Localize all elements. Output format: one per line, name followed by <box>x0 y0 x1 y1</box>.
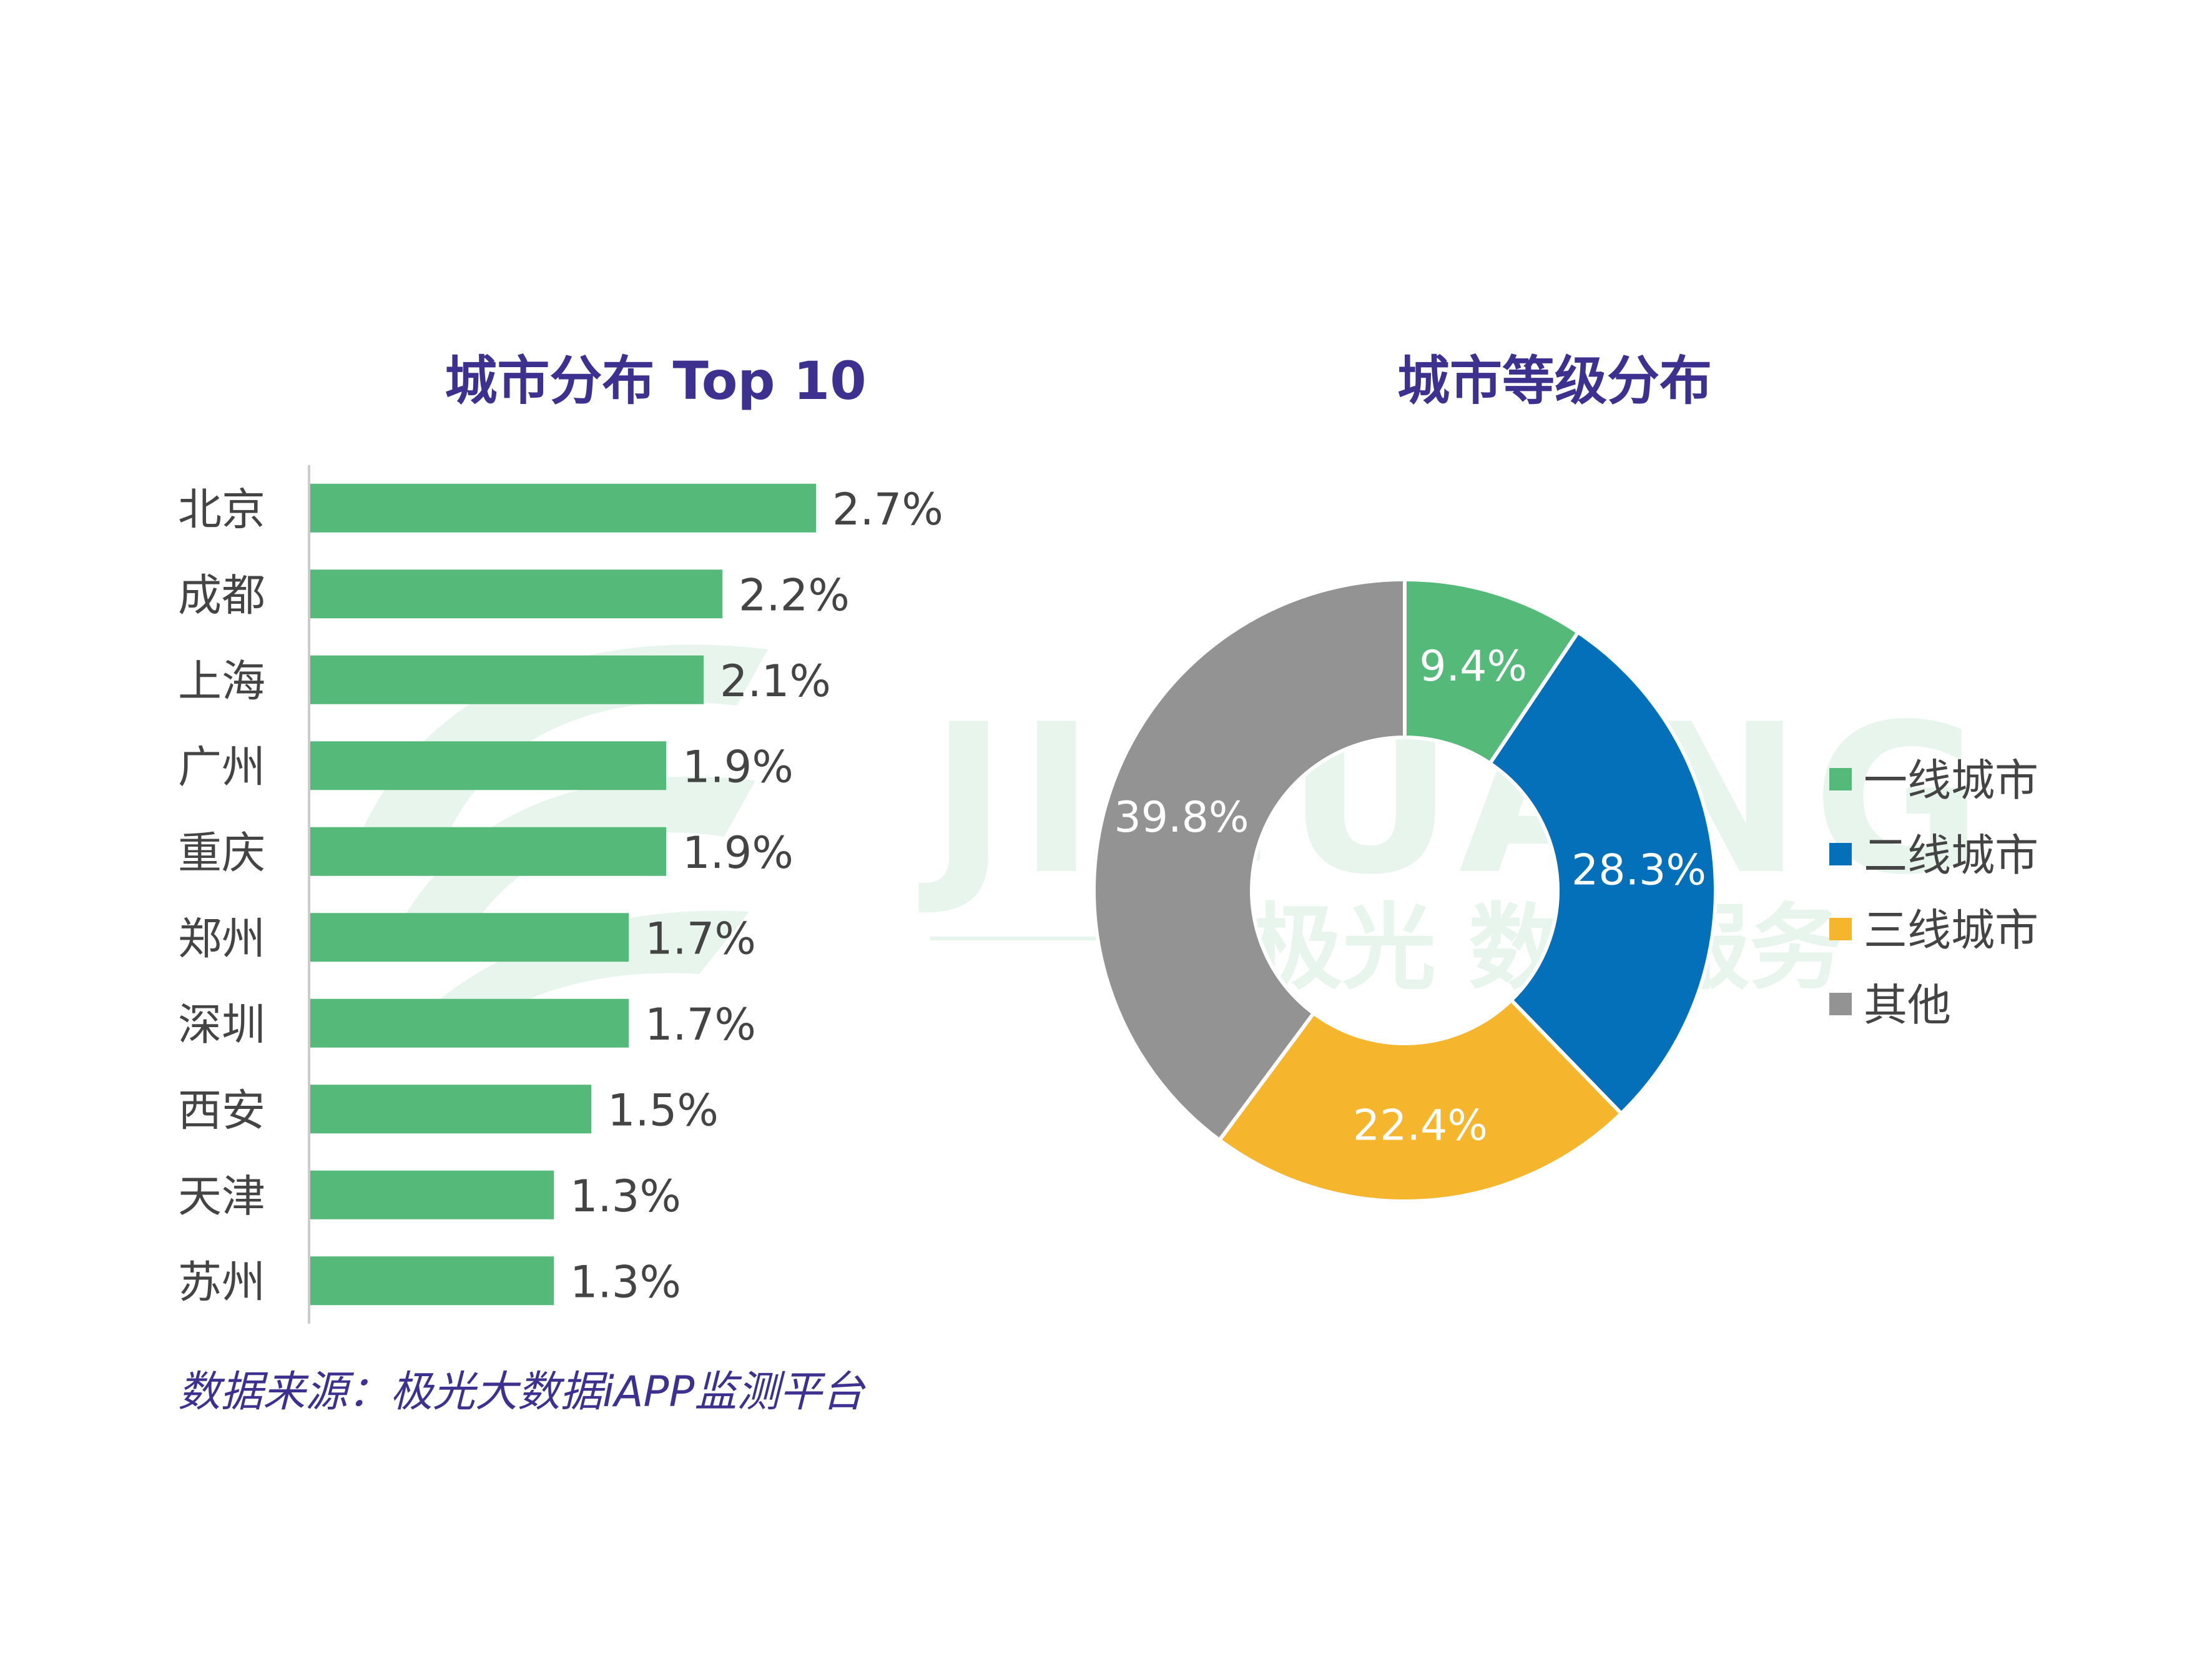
category-label: 西安 <box>178 1085 265 1136</box>
legend-label: 二线城市 <box>1864 830 2038 881</box>
slice-value-label: 22.4% <box>1353 1101 1488 1151</box>
slice-value-label: 39.8% <box>1114 793 1249 842</box>
bar-西安 <box>310 1085 591 1134</box>
legend-swatch <box>1829 768 1852 790</box>
legend-swatch <box>1829 918 1852 940</box>
bar-value-label: 2.7% <box>832 484 943 535</box>
bar-天津 <box>310 1170 554 1219</box>
donut-slice-二线城市 <box>1487 629 1718 1116</box>
donut-slice-其他 <box>1092 577 1407 1143</box>
category-label: 成都 <box>178 569 265 621</box>
category-label: 郑州 <box>178 913 265 964</box>
bar-上海 <box>310 655 704 704</box>
legend-label: 一线城市 <box>1864 755 2038 806</box>
bar-深圳 <box>310 998 629 1048</box>
legend-label: 其他 <box>1864 980 1951 1031</box>
bar-chart-title: 城市分布 Top 10 <box>445 350 867 411</box>
legend-swatch <box>1829 843 1852 865</box>
bar-郑州 <box>310 913 629 962</box>
category-label: 天津 <box>178 1171 265 1222</box>
legend-label: 三线城市 <box>1864 905 2038 956</box>
donut-slice-三线城市 <box>1217 997 1625 1203</box>
bar-苏州 <box>310 1256 554 1306</box>
bar-北京 <box>310 483 816 533</box>
bar-value-label: 1.9% <box>682 827 794 879</box>
slice-value-label: 9.4% <box>1419 642 1527 691</box>
bar-成都 <box>310 569 722 619</box>
bar-value-label: 1.7% <box>645 913 756 964</box>
category-label: 广州 <box>178 741 265 792</box>
bar-value-label: 1.9% <box>682 741 794 792</box>
donut-chart-title: 城市等级分布 <box>1397 350 1712 411</box>
bar-value-label: 2.2% <box>739 569 850 621</box>
bar-value-label: 1.3% <box>570 1256 681 1307</box>
category-label: 苏州 <box>178 1256 265 1307</box>
category-label: 上海 <box>178 656 265 707</box>
bar-广州 <box>310 741 666 790</box>
data-source-note: 数据来源：极光大数据iAPP监测平台 <box>178 1367 865 1417</box>
category-label: 深圳 <box>178 999 265 1050</box>
category-label: 北京 <box>178 484 265 535</box>
bar-value-label: 1.5% <box>607 1085 719 1136</box>
bar-value-label: 2.1% <box>720 656 831 707</box>
category-label: 重庆 <box>178 827 265 879</box>
legend-swatch <box>1829 993 1852 1015</box>
bar-value-label: 1.3% <box>570 1171 681 1222</box>
bar-value-label: 1.7% <box>645 999 756 1050</box>
bar-重庆 <box>310 827 666 876</box>
slice-value-label: 28.3% <box>1571 845 1706 895</box>
